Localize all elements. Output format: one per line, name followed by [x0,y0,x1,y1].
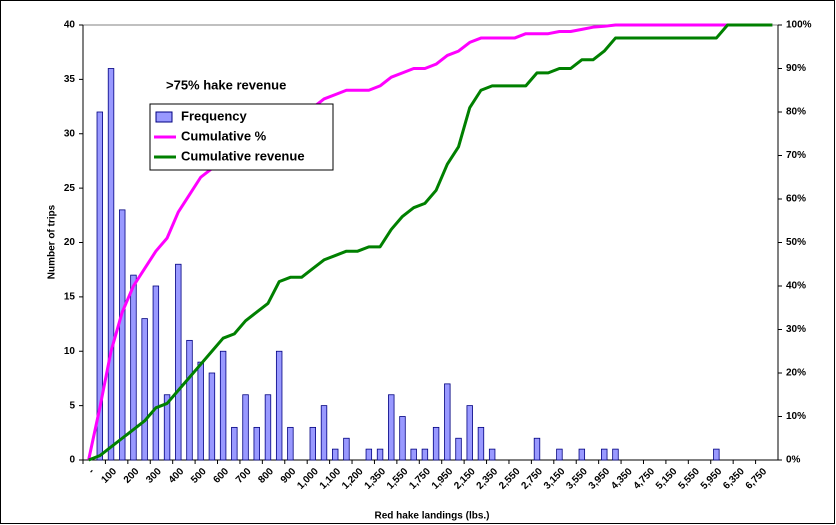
legend-box [149,103,334,171]
legend-label: Cumulative % [181,128,267,143]
line [87,23,773,461]
bar [455,437,462,461]
bar [399,416,406,461]
y2-tick-label: 50% [786,237,806,248]
legend-label: Cumulative revenue [181,148,305,163]
bar [186,339,193,461]
bar [119,209,126,461]
bar [612,448,619,461]
bar [309,426,316,461]
y2-tick-label: 100% [786,20,812,31]
bar [264,394,272,461]
y-tick-label: 10 [64,346,76,357]
bar [432,426,440,461]
bar [444,383,451,461]
bar [231,426,238,461]
bar [152,285,160,461]
bar [287,426,294,461]
bar [488,448,496,461]
x-axis-title: Red hake landings (lbs.) [374,511,489,522]
bar [388,394,395,461]
bar [410,448,417,461]
bar [242,394,249,461]
bar [197,361,204,461]
y2-tick-label: 60% [786,194,806,205]
bar [343,437,350,461]
bar [208,372,216,461]
y2-tick-label: 40% [786,281,806,292]
bar [253,426,260,461]
y-tick-label: 5 [69,400,75,411]
bar [141,318,148,461]
y-axis-title: Number of trips [47,204,58,279]
bar [556,448,563,461]
bar [175,263,182,461]
legend-label: Frequency [181,108,248,123]
line [88,23,773,462]
y2-tick-label: 80% [786,107,806,118]
y2-tick-label: 0% [786,455,801,466]
y-tick-label: 30 [64,128,76,139]
y-tick-label: 35 [64,74,76,85]
annotation: >75% hake revenue [166,77,286,92]
bar [96,111,104,461]
bar [219,350,227,461]
bar [365,448,373,461]
bar [320,405,328,461]
y-tick-label: 40 [64,20,76,31]
y2-tick-label: 30% [786,324,806,335]
bar [107,68,115,461]
bar [376,448,384,461]
y-tick-label: 25 [64,183,76,194]
bar [275,350,283,461]
y-tick-label: 0 [69,455,75,466]
y2-tick-label: 90% [786,63,806,74]
bar [477,426,485,461]
x-tick-label: - [86,466,96,476]
bar [130,274,137,461]
y2-tick-label: 20% [786,368,806,379]
y-tick-label: 20 [64,237,76,248]
y2-tick-label: 70% [786,150,806,161]
bar [601,448,608,461]
y-tick-label: 15 [64,292,76,303]
bar [578,448,586,461]
bar [163,394,171,461]
bar [421,448,429,461]
bar [332,448,339,461]
y2-tick-label: 10% [786,411,806,422]
bar [713,448,720,461]
bar [533,437,541,461]
legend-swatch [155,111,173,123]
bar [466,405,473,461]
